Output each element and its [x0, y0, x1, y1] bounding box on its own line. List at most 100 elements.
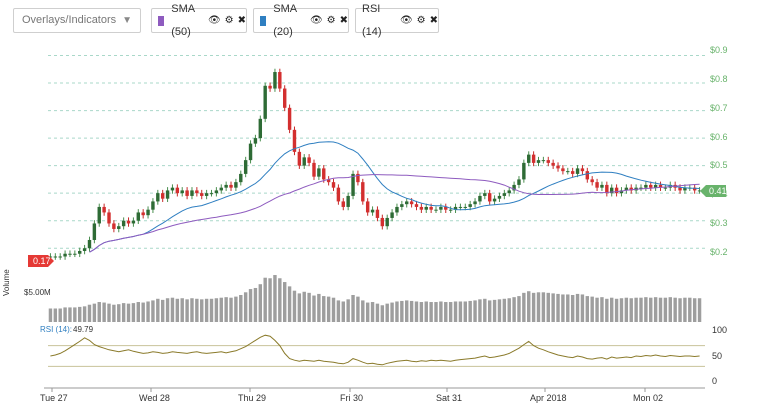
volume-bar: [121, 303, 126, 322]
candle-body: [478, 195, 482, 202]
volume-bar: [307, 292, 311, 322]
volume-bar: [478, 299, 482, 322]
volume-bar: [683, 297, 687, 322]
candle-body: [297, 151, 302, 166]
volume-bar: [492, 299, 497, 322]
volume-bar: [375, 303, 380, 322]
volume-bar: [497, 299, 502, 322]
volume-bar: [278, 278, 282, 322]
candle-body: [234, 182, 238, 188]
candle-body: [278, 72, 282, 89]
candle-body: [175, 187, 180, 194]
volume-bar: [434, 302, 438, 322]
candle-body: [522, 162, 526, 180]
volume-bar: [48, 308, 53, 322]
volume-bar: [356, 296, 360, 322]
volume-bar: [322, 296, 326, 322]
volume-bar: [214, 298, 219, 322]
candle-body: [204, 193, 209, 196]
volume-bar: [331, 297, 336, 322]
candle-body: [190, 190, 194, 196]
gear-icon[interactable]: ⚙: [224, 15, 234, 26]
price-tick: $0.3: [710, 218, 728, 228]
candle-body: [141, 212, 145, 216]
candle-body: [653, 184, 658, 188]
candle-body: [346, 195, 350, 207]
candle-body: [385, 217, 389, 227]
candle-body: [575, 168, 580, 174]
close-icon[interactable]: ✖: [429, 15, 438, 26]
x-axis-label: Thu 29: [238, 393, 266, 403]
volume-bar: [195, 298, 199, 322]
volume-bar: [97, 302, 101, 322]
candle-body: [312, 162, 316, 177]
volume-bar: [639, 297, 643, 322]
volume-bar: [444, 302, 448, 322]
overlays-select-value: Overlays/Indicators: [22, 14, 117, 26]
volume-bar: [634, 297, 638, 322]
candle-body: [302, 157, 306, 166]
candle-body: [605, 184, 609, 194]
rsi-label: RSI (14):: [40, 325, 72, 334]
volume-bar: [605, 298, 609, 322]
volume-bar: [551, 293, 555, 322]
candle-body: [219, 187, 223, 191]
volume-bar: [419, 302, 424, 322]
candle-body: [424, 206, 428, 210]
close-icon[interactable]: ✖: [339, 15, 348, 26]
price-tick: $0.8: [710, 74, 728, 84]
candle-body: [663, 187, 668, 189]
rsi-tick: 100: [712, 325, 727, 335]
volume-bar: [439, 301, 443, 322]
eye-icon[interactable]: 👁: [309, 15, 323, 26]
candle-body: [92, 223, 97, 240]
volume-bar: [229, 297, 233, 322]
volume-bar: [292, 290, 297, 322]
volume-bar: [204, 298, 209, 322]
volume-bar: [429, 302, 433, 322]
volume-bar: [575, 293, 580, 322]
candle-body: [570, 171, 575, 174]
eye-icon[interactable]: 👁: [207, 15, 221, 26]
candle-body: [590, 179, 594, 183]
volume-bar: [346, 299, 350, 322]
overlays-indicators-select[interactable]: Overlays/Indicators ▼: [13, 8, 141, 33]
volume-bar: [678, 298, 682, 322]
volume-bar: [209, 298, 214, 322]
candle-body: [58, 256, 62, 258]
x-axis-ticks: [51, 388, 646, 392]
volume-bar: [351, 295, 355, 322]
candle-body: [473, 201, 477, 205]
candle-body: [253, 138, 258, 144]
candle-body: [200, 193, 204, 196]
candle-body: [248, 143, 253, 161]
candle-body: [619, 190, 624, 194]
close-icon[interactable]: ✖: [237, 15, 246, 26]
candle-body: [151, 201, 155, 210]
indicator-chip-sma50[interactable]: SMA (50) 👁 ⚙ ✖: [151, 3, 247, 38]
current-price-value: 0.41: [709, 186, 727, 196]
candle-body: [610, 187, 614, 194]
candle-body: [536, 160, 541, 163]
eye-icon[interactable]: 👁: [399, 15, 413, 26]
candle-body: [307, 157, 311, 163]
candle-body: [97, 206, 101, 224]
volume-bar: [688, 297, 692, 322]
candle-body: [317, 168, 321, 177]
candle-body: [273, 72, 277, 89]
indicator-chip-sma20[interactable]: SMA (20) 👁 ⚙ ✖: [253, 3, 349, 38]
gear-icon[interactable]: ⚙: [416, 15, 426, 26]
indicator-chip-rsi14[interactable]: RSI (14) 👁 ⚙ ✖: [355, 3, 439, 38]
candle-body: [107, 212, 111, 224]
volume-bar: [151, 300, 155, 322]
x-axis-label: Sat 31: [436, 393, 462, 403]
candle-body: [502, 193, 507, 196]
candle-body: [678, 187, 682, 191]
volume-bar: [585, 296, 590, 322]
volume-bar: [200, 299, 204, 322]
candle-body: [365, 201, 370, 213]
volume-bar: [112, 304, 116, 322]
gear-icon[interactable]: ⚙: [326, 15, 336, 26]
candle-body: [243, 160, 248, 174]
